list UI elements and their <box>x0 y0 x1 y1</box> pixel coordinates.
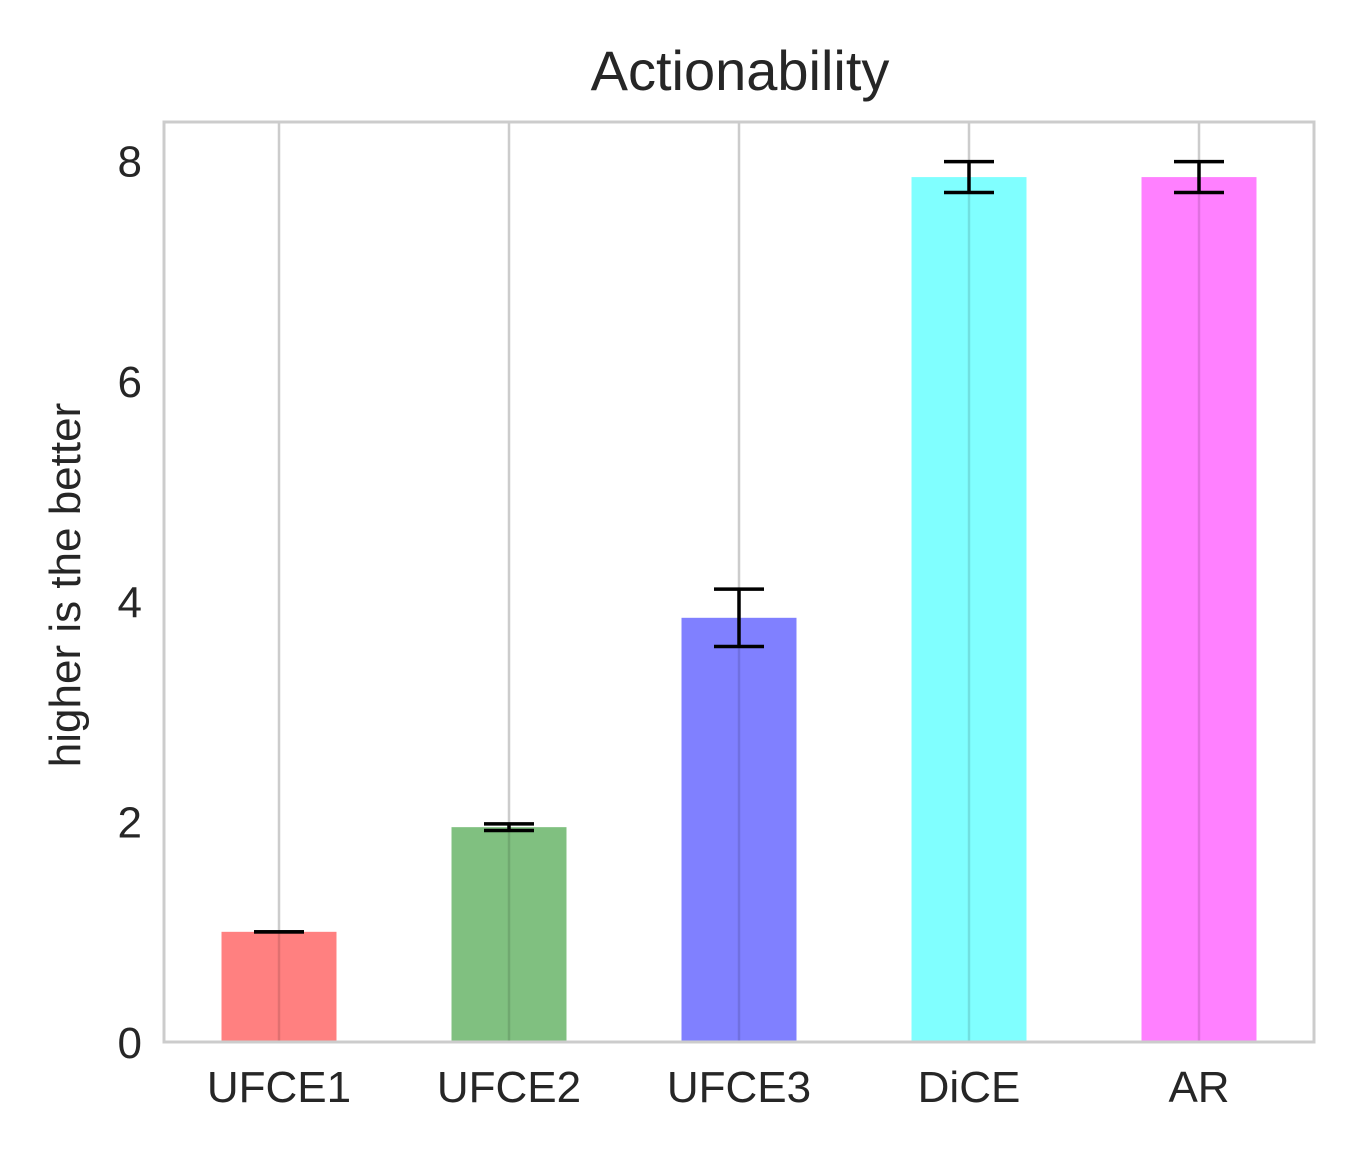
bar-ufce2 <box>451 827 567 1042</box>
y-tick-label: 8 <box>118 138 142 187</box>
y-tick-label: 0 <box>118 1019 142 1068</box>
y-tick-label: 6 <box>118 358 142 407</box>
y-axis-label: higher is the better <box>41 403 90 767</box>
x-tick-label: UFCE1 <box>207 1063 351 1112</box>
x-tick-label: DiCE <box>918 1063 1021 1112</box>
plot-area: 0 2 4 6 8 UFCE1 UFCE2 UFCE3 DiCE AR <box>118 120 1316 1112</box>
y-tick-label: 4 <box>118 578 142 627</box>
axes-frame <box>162 120 1316 1044</box>
x-tick-label: UFCE2 <box>437 1063 581 1112</box>
y-tick-label: 2 <box>118 799 142 848</box>
x-tick-label: AR <box>1168 1063 1229 1112</box>
bar-ar <box>1141 177 1257 1042</box>
bar-dice <box>911 177 1027 1042</box>
bar-ufce3 <box>681 617 797 1042</box>
bar-ufce1 <box>221 931 337 1042</box>
chart-title: Actionability <box>591 39 890 102</box>
x-tick-label: UFCE3 <box>667 1063 811 1112</box>
